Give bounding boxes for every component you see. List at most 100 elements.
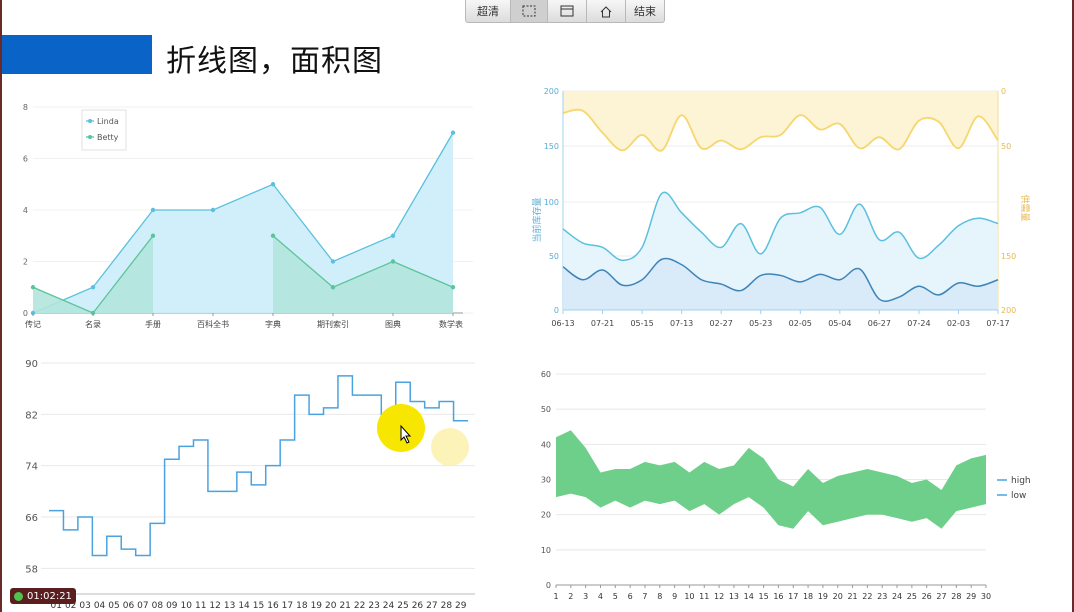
x-tick-label: 17 <box>282 601 293 611</box>
x-tick-label: 24 <box>383 601 395 611</box>
x-tick-label: 02-27 <box>710 319 733 328</box>
x-tick-label: 26 <box>412 601 424 611</box>
line-linda <box>32 132 454 314</box>
x-tick-label: 11 <box>699 592 709 601</box>
point-betty <box>390 259 396 264</box>
window-edge-right <box>1072 0 1074 612</box>
area-betty <box>33 235 153 313</box>
range-band <box>556 430 986 529</box>
x-tick-label: 21 <box>339 601 350 611</box>
player-toolbar: 超清 结束 <box>465 0 665 23</box>
x-tick-label: 1 <box>553 592 558 601</box>
y-tick-label: 74 <box>25 462 38 473</box>
x-tick-label: 名录 <box>85 319 101 329</box>
x-tick-label: 28 <box>951 592 961 601</box>
selection-icon <box>522 5 536 17</box>
point-linda <box>270 182 276 187</box>
click-trail-circle <box>431 428 469 466</box>
x-tick-label: 14 <box>744 592 754 601</box>
home-button[interactable] <box>587 0 626 22</box>
point-betty <box>150 233 156 238</box>
x-tick-label: 传记 <box>25 319 41 329</box>
window-icon <box>560 5 574 17</box>
x-tick-label: 18 <box>296 601 308 611</box>
y-tick-label: 90 <box>25 359 38 370</box>
y-tick-label: 8 <box>23 103 28 112</box>
x-tick-label: 25 <box>907 592 917 601</box>
y-right-tick-label: 0 <box>1001 87 1006 96</box>
legend-box <box>81 109 127 151</box>
end-button[interactable]: 结束 <box>626 0 664 22</box>
step-line <box>49 375 468 557</box>
y-right-tick-label: 50 <box>1001 142 1011 151</box>
x-tick-label: 9 <box>672 592 677 601</box>
y-tick-label: 0 <box>554 306 559 315</box>
y-tick-label: 0 <box>546 581 551 590</box>
line-betty <box>272 235 454 289</box>
point-betty <box>450 285 456 290</box>
point-linda <box>390 233 396 238</box>
x-tick-label: 06-27 <box>868 319 891 328</box>
y-tick-label: 0 <box>23 309 28 318</box>
x-tick-label: 图典 <box>385 319 401 329</box>
y-tick-label: 40 <box>541 440 551 449</box>
x-tick-label: 05 <box>108 601 119 611</box>
x-tick-label: 18 <box>803 592 813 601</box>
y-right-tick-label: 200 <box>1001 306 1016 315</box>
x-tick-label: 10 <box>181 601 193 611</box>
x-tick-label: 手册 <box>145 319 161 329</box>
y-tick-label: 50 <box>549 252 559 261</box>
x-tick-label: 字典 <box>265 319 281 329</box>
recording-time: 01:02:21 <box>27 590 72 602</box>
x-tick-label: 07-17 <box>986 319 1009 328</box>
quality-button[interactable]: 超清 <box>466 0 511 22</box>
x-tick-label: 24 <box>892 592 902 601</box>
x-tick-label: 16 <box>267 601 279 611</box>
x-tick-label: 09 <box>166 601 178 611</box>
x-tick-label: 07-21 <box>591 319 614 328</box>
x-tick-label: 14 <box>238 601 250 611</box>
x-tick-label: 29 <box>455 601 467 611</box>
x-tick-label: 22 <box>354 601 365 611</box>
y-axis-title-right: 供需量 <box>1019 194 1031 221</box>
legend-marker <box>88 135 92 139</box>
y-tick-label: 30 <box>541 476 551 485</box>
x-tick-label: 25 <box>397 601 408 611</box>
x-tick-label: 20 <box>325 601 337 611</box>
y-tick-label: 82 <box>25 410 38 421</box>
x-tick-label: 12 <box>714 592 724 601</box>
page-title: 折线图，面积图 <box>166 44 383 79</box>
y-tick-label: 50 <box>541 405 551 414</box>
area-supply <box>563 91 998 151</box>
line-supply <box>562 108 999 152</box>
y-tick-label: 66 <box>25 513 38 524</box>
point-linda <box>450 130 456 135</box>
selection-button[interactable] <box>511 0 548 22</box>
x-tick-label: 29 <box>966 592 976 601</box>
y-right-tick-label: 150 <box>1001 252 1016 261</box>
x-tick-label: 04 <box>94 601 106 611</box>
x-tick-label: 06-13 <box>551 319 574 328</box>
legend-label: low <box>1011 491 1026 501</box>
x-tick-label: 8 <box>657 592 662 601</box>
x-tick-label: 23 <box>368 601 379 611</box>
x-tick-label: 期刊索引 <box>317 319 349 329</box>
legend-marker <box>88 119 92 123</box>
line-stock-1 <box>562 257 999 302</box>
x-tick-label: 06 <box>123 601 135 611</box>
x-tick-label: 27 <box>426 601 437 611</box>
x-tick-label: 22 <box>862 592 872 601</box>
x-tick-label: 05-15 <box>630 319 653 328</box>
point-linda <box>90 285 96 290</box>
y-tick-label: 4 <box>23 206 28 215</box>
x-tick-label: 10 <box>684 592 694 601</box>
x-tick-label: 07 <box>137 601 148 611</box>
x-tick-label: 15 <box>253 601 264 611</box>
quality-button-label: 超清 <box>477 5 499 18</box>
legend-label: Betty <box>97 133 119 142</box>
x-tick-label: 19 <box>311 601 323 611</box>
x-tick-label: 13 <box>224 601 235 611</box>
y-tick-label: 58 <box>25 564 38 575</box>
window-button[interactable] <box>548 0 587 22</box>
